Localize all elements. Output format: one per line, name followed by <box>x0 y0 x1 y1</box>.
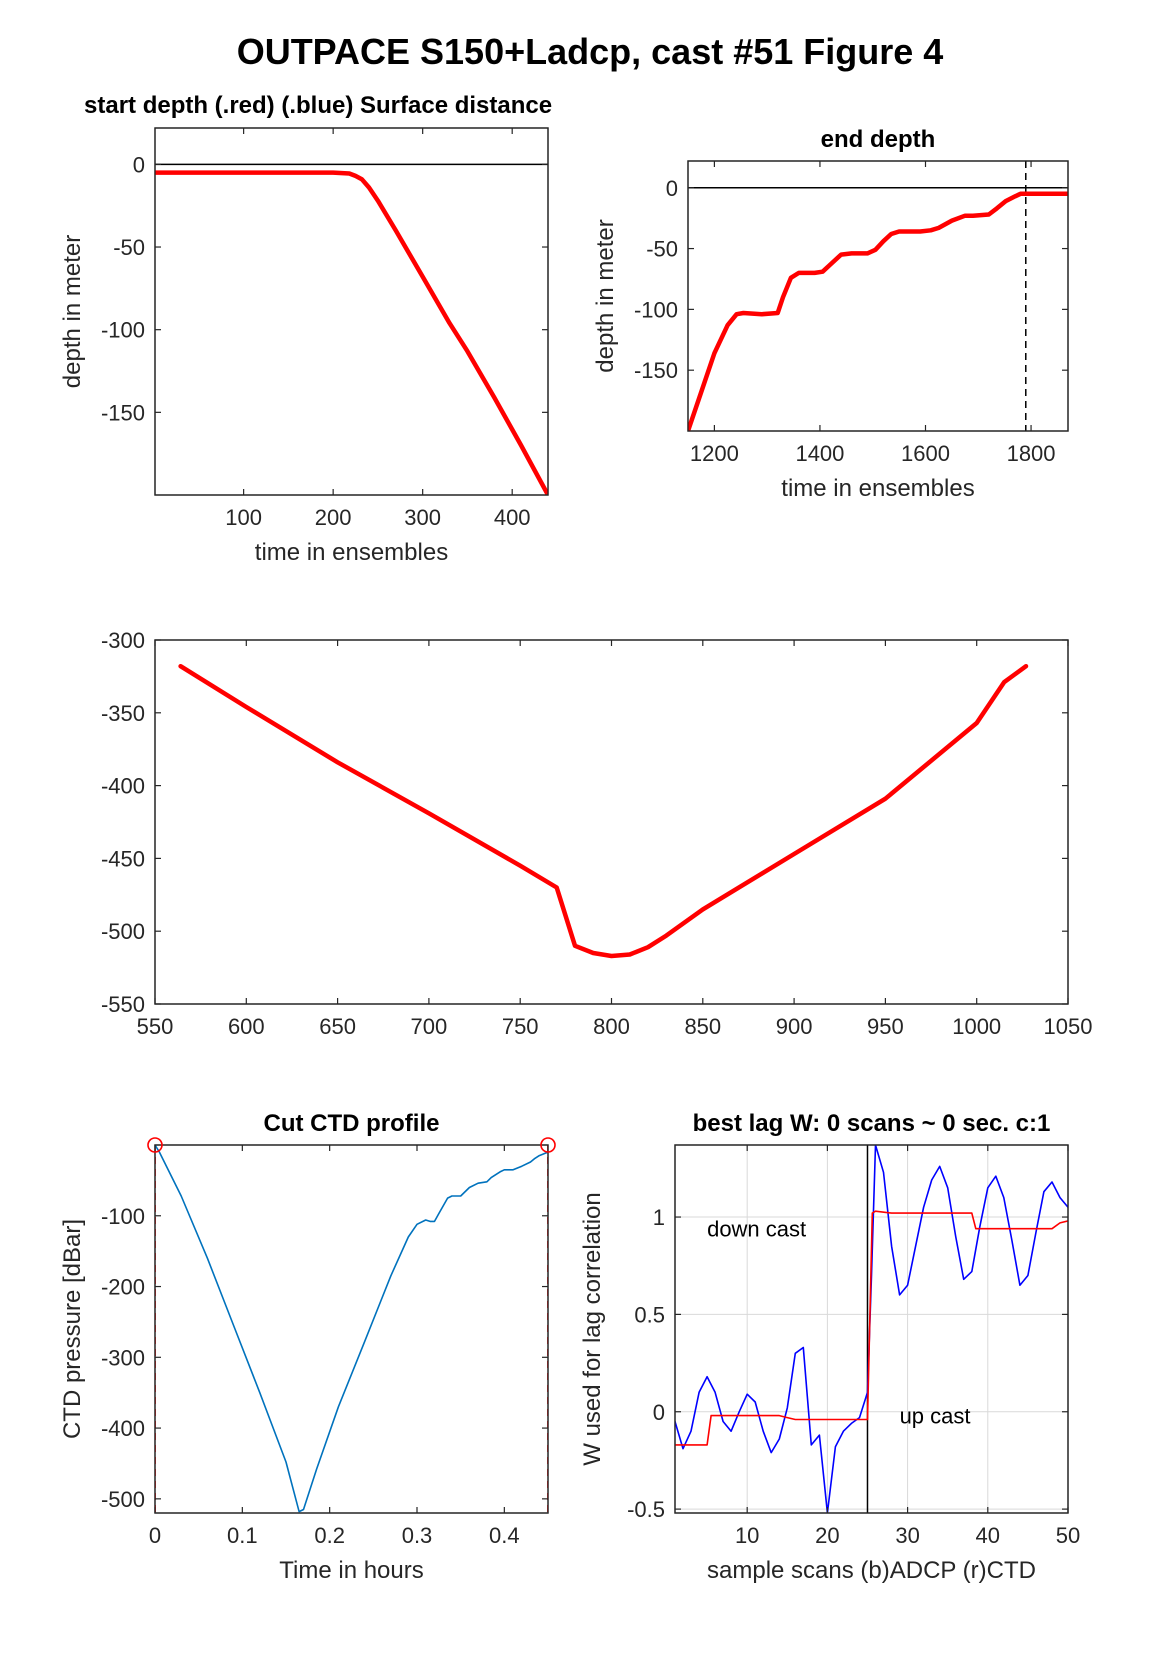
start-series-0-line <box>155 170 548 495</box>
start-y-tick-label-3: -150 <box>101 400 145 425</box>
lag-x-tick-label-2: 30 <box>895 1523 919 1548</box>
chart-end: 1200 1400 1600 1800 0 -50 -100 -150 end depth tim… <box>592 126 1069 502</box>
middle-x-tick-label-5: 800 <box>593 1014 630 1039</box>
lag-plot-area <box>674 1144 1069 1514</box>
middle-x-tick-label-10: 1050 <box>1044 1014 1093 1039</box>
figure-title: OUTPACE S150+Ladcp, cast #51 Figure 4 <box>237 31 944 72</box>
ctd-series-0-line <box>155 1145 548 1513</box>
ctd-x-tick-label-0: 0 <box>149 1523 161 1548</box>
start-y-tick-label-1: -50 <box>113 235 145 260</box>
end-x-axis-label: time in ensembles <box>781 475 974 502</box>
end-x-tick-label-2: 1600 <box>901 441 950 466</box>
middle-x-tick-label-0: 550 <box>137 1014 174 1039</box>
ctd-axes-frame <box>154 1144 549 1514</box>
ctd-x-tick-label-2: 0.2 <box>314 1523 345 1548</box>
chart-start: 100 200 300 400 0 -50 -100 -150 start depth (.re… <box>59 92 552 566</box>
middle-y-tick-label-4: -500 <box>101 919 145 944</box>
start-x-tick-label-0: 100 <box>225 505 262 530</box>
lag-x-tick-label-1: 20 <box>815 1523 839 1548</box>
end-plot-area <box>687 160 1069 432</box>
end-axes-frame <box>687 160 1069 432</box>
middle-y-tick-label-5: -550 <box>101 992 145 1017</box>
lag-y-tick-label-3: -0.5 <box>627 1497 665 1522</box>
ctd-y-tick-label-0: -100 <box>101 1204 145 1229</box>
lag-series-1-line <box>675 1210 1068 1446</box>
middle-x-tick-label-9: 1000 <box>952 1014 1001 1039</box>
lag-axes-frame <box>674 1144 1069 1514</box>
middle-data <box>178 663 1029 959</box>
lag-x-tick-label-4: 50 <box>1056 1523 1080 1548</box>
end-y-tick-label-3: -150 <box>634 358 678 383</box>
lag-title: best lag W: 0 scans ~ 0 sec. c:1 <box>693 1110 1051 1137</box>
chart-middle: 550 600 650 700 750 800 850 900 950 1000 1050 -300 -… <box>101 628 1093 1039</box>
end-x-tick-label-0: 1200 <box>690 441 739 466</box>
end-series-0-line <box>688 191 1068 431</box>
middle-x-tick-label-6: 850 <box>684 1014 721 1039</box>
middle-y-tick-label-0: -300 <box>101 628 145 653</box>
middle-series-0-line <box>178 663 1029 959</box>
lag-y-tick-label-2: 0 <box>653 1400 665 1425</box>
middle-x-tick-label-8: 950 <box>867 1014 904 1039</box>
end-y-axis-label: depth in meter <box>592 219 619 372</box>
start-plot-area <box>154 127 549 496</box>
lag-x-tick-label-3: 40 <box>976 1523 1000 1548</box>
end-data <box>688 161 1068 431</box>
ctd-x-tick-label-1: 0.1 <box>227 1523 258 1548</box>
middle-x-tick-label-3: 700 <box>411 1014 448 1039</box>
end-x-tick-label-1: 1400 <box>795 441 844 466</box>
middle-x-tick-label-1: 600 <box>228 1014 265 1039</box>
start-title: start depth (.red) (.blue) Surface dista… <box>84 92 552 119</box>
lag-x-axis-label: sample scans (b)ADCP (r)CTD <box>707 1557 1036 1584</box>
end-y-tick-label-0: 0 <box>666 176 678 201</box>
ctd-marker-1 <box>540 1137 556 1153</box>
lag-annotation-0: down cast <box>707 1217 806 1242</box>
start-y-tick-label-0: 0 <box>133 152 145 177</box>
end-y-tick-label-1: -50 <box>646 237 678 262</box>
middle-y-tick-label-2: -400 <box>101 774 145 799</box>
ctd-x-tick-label-4: 0.4 <box>489 1523 520 1548</box>
lag-data <box>675 1145 1068 1513</box>
ctd-y-tick-label-4: -500 <box>101 1487 145 1512</box>
middle-plot-area <box>154 639 1069 1005</box>
ctd-plot-area <box>154 1144 549 1514</box>
chart-ctd: 0 0.1 0.2 0.3 0.4 -100 -200 -300 -400 -500 Cut CTD… <box>59 1110 556 1584</box>
ctd-y-tick-label-3: -400 <box>101 1416 145 1441</box>
end-y-tick-label-2: -100 <box>634 297 678 322</box>
ctd-y-axis-label: CTD pressure [dBar] <box>59 1219 86 1439</box>
middle-x-tick-label-2: 650 <box>319 1014 356 1039</box>
start-data <box>155 163 548 495</box>
chart-lag: 10 20 30 40 50 1 0.5 0 -0.5 down cast up cast best … <box>579 1110 1080 1584</box>
start-x-axis-label: time in ensembles <box>255 539 448 566</box>
start-y-tick-label-2: -100 <box>101 318 145 343</box>
start-x-tick-label-3: 400 <box>494 505 531 530</box>
lag-y-tick-label-0: 1 <box>653 1205 665 1230</box>
ctd-y-tick-label-1: -200 <box>101 1275 145 1300</box>
lag-annotation-1: up cast <box>900 1403 971 1428</box>
middle-x-tick-label-4: 750 <box>502 1014 539 1039</box>
middle-y-tick-label-1: -350 <box>101 701 145 726</box>
start-x-tick-label-1: 200 <box>315 505 352 530</box>
lag-x-tick-label-0: 10 <box>735 1523 759 1548</box>
ctd-title: Cut CTD profile <box>264 1110 440 1137</box>
ctd-y-tick-label-2: -300 <box>101 1345 145 1370</box>
ctd-marker-0 <box>147 1137 163 1153</box>
lag-y-tick-label-1: 0.5 <box>634 1302 665 1327</box>
end-title: end depth <box>821 126 936 153</box>
start-x-tick-label-2: 300 <box>404 505 441 530</box>
lag-y-axis-label: W used for lag correlation <box>579 1192 606 1465</box>
ctd-data <box>155 1145 548 1513</box>
ctd-x-tick-label-3: 0.3 <box>402 1523 433 1548</box>
end-x-tick-label-3: 1800 <box>1007 441 1056 466</box>
start-y-axis-label: depth in meter <box>59 235 86 388</box>
start-axes-frame <box>154 127 549 496</box>
middle-y-tick-label-3: -450 <box>101 846 145 871</box>
middle-x-tick-label-7: 900 <box>776 1014 813 1039</box>
ctd-x-axis-label: Time in hours <box>279 1557 424 1584</box>
